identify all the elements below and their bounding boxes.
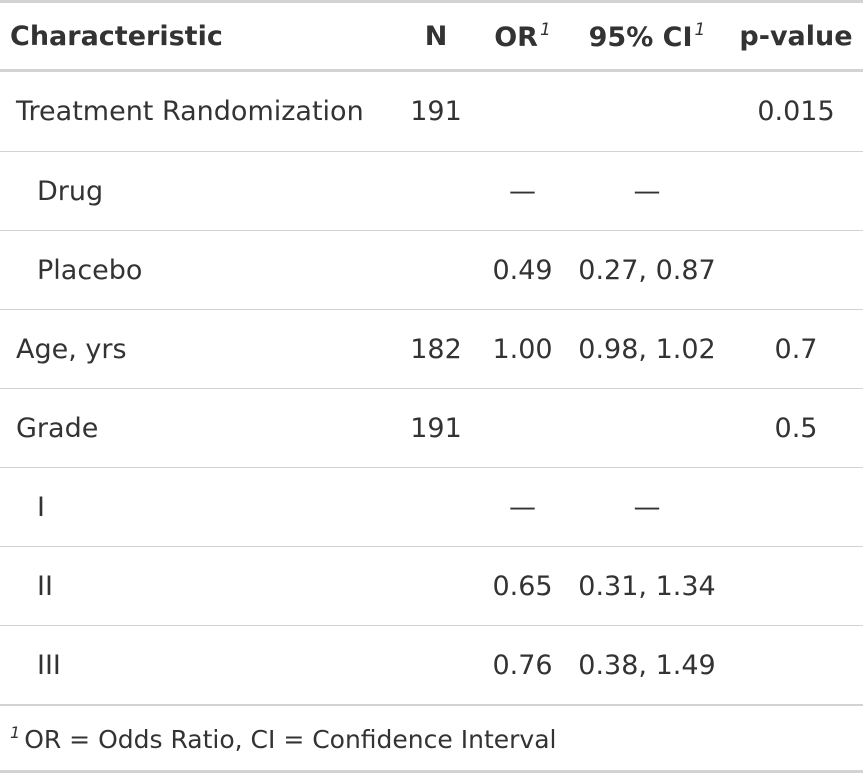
footnote-row: 1 OR = Odds Ratio, CI = Confidence Interv…: [0, 704, 863, 773]
row-p-value: 0.7: [729, 309, 863, 389]
row-or: 0.65: [480, 546, 565, 626]
row-p-value: [729, 625, 863, 706]
row-n: [392, 230, 480, 310]
row-label: II: [0, 546, 392, 626]
header-ci-footnote-marker: 1: [694, 19, 706, 40]
header-ci: 95% CI 1: [565, 3, 729, 72]
header-characteristic: Characteristic: [0, 3, 392, 72]
row-p-value: 0.5: [729, 388, 863, 468]
row-n: 182: [392, 309, 480, 389]
table-body: Treatment Randomization 191 0.015 Drug —…: [0, 70, 863, 706]
row-label: Placebo: [0, 230, 392, 310]
row-ci: —: [565, 151, 729, 231]
row-n: 191: [392, 70, 480, 152]
row-ci: —: [565, 467, 729, 547]
row-p-value: [729, 230, 863, 310]
header-row: Characteristic N OR 1 95% CI 1 p-value: [0, 3, 863, 72]
header-ci-label: 95% CI: [588, 21, 693, 53]
table-row: Treatment Randomization 191 0.015: [0, 70, 863, 152]
row-p-value: 0.015: [729, 70, 863, 152]
row-p-value: [729, 467, 863, 547]
row-n: [392, 151, 480, 231]
header-or-label: OR: [494, 21, 538, 53]
row-p-value: [729, 546, 863, 626]
header-n: N: [392, 3, 480, 72]
row-n: [392, 467, 480, 547]
header-p-value-label: p-value: [739, 20, 853, 52]
table-footer: 1 OR = Odds Ratio, CI = Confidence Interv…: [0, 704, 863, 773]
row-n: [392, 546, 480, 626]
header-n-label: N: [424, 20, 448, 52]
row-or: 0.49: [480, 230, 565, 310]
header-or-footnote-marker: 1: [539, 19, 551, 40]
row-label: I: [0, 467, 392, 547]
row-or: [480, 70, 565, 152]
row-or: 1.00: [480, 309, 565, 389]
footnote: 1 OR = Odds Ratio, CI = Confidence Interv…: [0, 704, 863, 773]
row-ci: [565, 70, 729, 152]
footnote-marker: 1: [10, 722, 21, 742]
row-p-value: [729, 151, 863, 231]
row-ci: 0.98, 1.02: [565, 309, 729, 389]
row-n: 191: [392, 388, 480, 468]
table-row: I — —: [0, 467, 863, 547]
row-or: —: [480, 151, 565, 231]
header-or: OR 1: [480, 3, 565, 72]
row-or: —: [480, 467, 565, 547]
row-label: Grade: [0, 388, 392, 468]
row-label: III: [0, 625, 392, 706]
table-row: Grade 191 0.5: [0, 388, 863, 468]
table-header: Characteristic N OR 1 95% CI 1 p-value: [0, 3, 863, 72]
row-label: Drug: [0, 151, 392, 231]
header-characteristic-label: Characteristic: [10, 20, 223, 52]
row-label: Age, yrs: [0, 309, 392, 389]
table-row: Age, yrs 182 1.00 0.98, 1.02 0.7: [0, 309, 863, 389]
row-ci: 0.38, 1.49: [565, 625, 729, 706]
table-row: Placebo 0.49 0.27, 0.87: [0, 230, 863, 310]
row-ci: [565, 388, 729, 468]
row-or: 0.76: [480, 625, 565, 706]
footnote-text: OR = Odds Ratio, CI = Confidence Interva…: [24, 724, 557, 754]
row-n: [392, 625, 480, 706]
header-p-value: p-value: [729, 3, 863, 72]
table-row: III 0.76 0.38, 1.49: [0, 625, 863, 706]
regression-table: Characteristic N OR 1 95% CI 1 p-value Tre…: [0, 3, 863, 773]
row-ci: 0.27, 0.87: [565, 230, 729, 310]
row-label: Treatment Randomization: [0, 70, 392, 152]
row-ci: 0.31, 1.34: [565, 546, 729, 626]
row-or: [480, 388, 565, 468]
table-row: II 0.65 0.31, 1.34: [0, 546, 863, 626]
table-row: Drug — —: [0, 151, 863, 231]
